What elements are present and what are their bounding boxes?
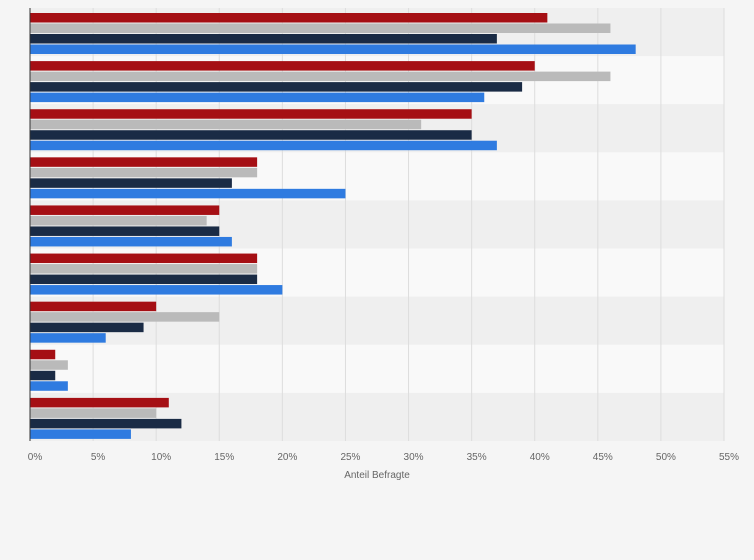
bar	[30, 397, 169, 408]
bar	[30, 418, 182, 429]
x-tick-label: 5%	[91, 452, 106, 463]
bar	[30, 34, 497, 44]
bar	[30, 236, 232, 247]
bar	[30, 381, 68, 391]
bar	[30, 109, 472, 119]
bar	[30, 167, 258, 178]
bar	[30, 253, 258, 264]
bar	[30, 119, 422, 130]
bar	[30, 349, 56, 360]
bar	[30, 333, 106, 343]
bar	[30, 205, 220, 215]
bar	[30, 157, 258, 167]
bar	[30, 312, 220, 322]
x-tick-label: 0%	[28, 452, 43, 463]
x-tick-label: 15%	[214, 452, 234, 463]
bar	[30, 215, 207, 226]
bar	[30, 264, 258, 274]
x-tick-label: 50%	[656, 452, 676, 463]
x-axis-ticks: 0% 5% 10% 15% 20% 25% 30% 35% 40% 45% 50% 55%	[28, 452, 739, 463]
x-tick-label: 25%	[340, 452, 360, 463]
x-tick-label: 10%	[151, 452, 171, 463]
bar	[30, 44, 636, 54]
bar	[30, 322, 144, 333]
x-axis-title: Anteil Befragte	[344, 470, 410, 481]
bar	[30, 301, 157, 312]
bar	[30, 23, 611, 33]
bar	[30, 71, 611, 82]
bar	[30, 188, 346, 199]
x-tick-label: 40%	[530, 452, 550, 463]
x-tick-label: 30%	[404, 452, 424, 463]
bar	[30, 178, 232, 188]
bar	[30, 82, 523, 92]
row-band	[30, 344, 724, 393]
x-tick-label: 35%	[467, 452, 487, 463]
bar	[30, 285, 283, 295]
bar	[30, 61, 535, 71]
bars	[30, 13, 636, 439]
bar	[30, 408, 157, 418]
bar	[30, 360, 68, 370]
bar	[30, 140, 497, 151]
bar	[30, 13, 548, 23]
bar	[30, 429, 131, 439]
x-tick-label: 20%	[277, 452, 297, 463]
bar	[30, 92, 485, 103]
bar	[30, 226, 220, 236]
x-tick-label: 55%	[719, 452, 739, 463]
bar	[30, 274, 258, 285]
bar	[30, 130, 472, 140]
x-tick-label: 45%	[593, 452, 613, 463]
bar	[30, 370, 56, 381]
